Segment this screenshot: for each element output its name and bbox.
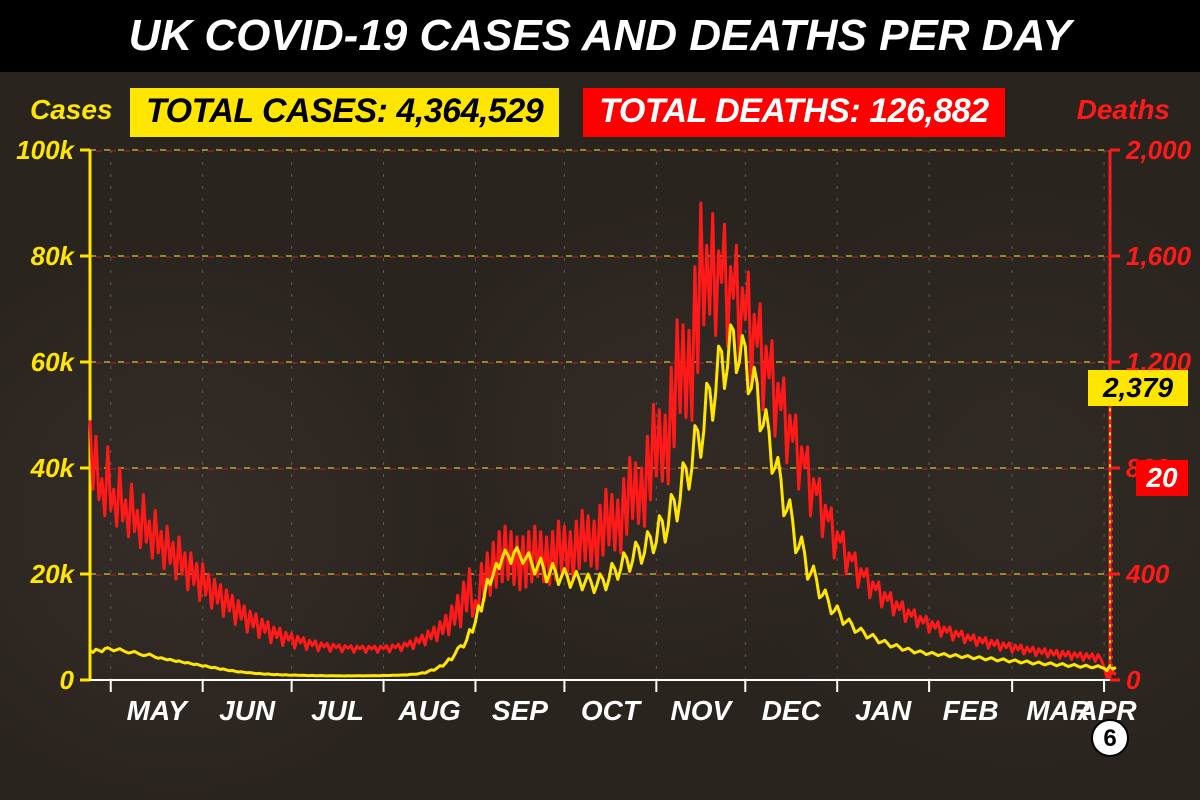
infographic: UK COVID-19 CASES AND DEATHS PER DAY Cas… bbox=[0, 0, 1200, 800]
svg-text:AUG: AUG bbox=[397, 695, 460, 726]
svg-text:JUN: JUN bbox=[219, 695, 276, 726]
cases-line bbox=[90, 325, 1116, 676]
svg-text:2,379: 2,379 bbox=[1102, 372, 1173, 403]
svg-text:MAY: MAY bbox=[127, 695, 189, 726]
total-cases-badge: TOTAL CASES: 4,364,529 bbox=[130, 88, 559, 137]
svg-text:400: 400 bbox=[1125, 559, 1170, 589]
deaths-line bbox=[90, 203, 1116, 677]
svg-text:JUL: JUL bbox=[311, 695, 364, 726]
svg-text:2,000: 2,000 bbox=[1125, 140, 1192, 165]
svg-text:6: 6 bbox=[1103, 725, 1116, 752]
y-axis-left-title: Cases bbox=[30, 94, 113, 126]
page-title: UK COVID-19 CASES AND DEATHS PER DAY bbox=[129, 11, 1072, 61]
title-bar: UK COVID-19 CASES AND DEATHS PER DAY bbox=[0, 0, 1200, 72]
total-deaths-badge: TOTAL DEATHS: 126,882 bbox=[583, 88, 1004, 137]
svg-text:0: 0 bbox=[60, 665, 75, 695]
svg-text:60k: 60k bbox=[31, 347, 76, 377]
svg-text:1,600: 1,600 bbox=[1126, 241, 1192, 271]
svg-text:DEC: DEC bbox=[762, 695, 822, 726]
svg-text:SEP: SEP bbox=[492, 695, 548, 726]
svg-text:20: 20 bbox=[1145, 462, 1178, 493]
svg-text:100k: 100k bbox=[16, 140, 75, 165]
svg-text:80k: 80k bbox=[31, 241, 76, 271]
svg-text:0: 0 bbox=[1126, 665, 1141, 695]
svg-text:FEB: FEB bbox=[943, 695, 999, 726]
y-axis-right-title: Deaths bbox=[1077, 94, 1170, 126]
chart-svg: MAYJUNJULAUGSEPOCTNOVDECJANFEBMARAPR020k… bbox=[0, 140, 1200, 800]
totals-badges: TOTAL CASES: 4,364,529 TOTAL DEATHS: 126… bbox=[130, 88, 1005, 137]
svg-text:NOV: NOV bbox=[670, 695, 733, 726]
svg-text:OCT: OCT bbox=[581, 695, 643, 726]
svg-text:20k: 20k bbox=[30, 559, 76, 589]
chart-area: MAYJUNJULAUGSEPOCTNOVDECJANFEBMARAPR020k… bbox=[0, 140, 1200, 800]
svg-text:40k: 40k bbox=[30, 453, 76, 483]
svg-text:JAN: JAN bbox=[855, 695, 912, 726]
